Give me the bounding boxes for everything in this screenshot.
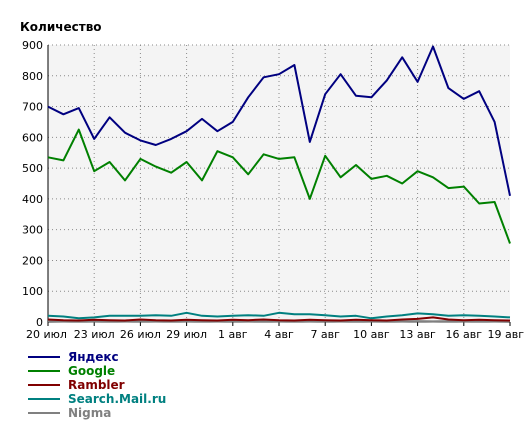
x-tick-label: 13 авг	[399, 328, 436, 341]
x-tick-label: 26 июл	[120, 328, 161, 341]
legend-label: Nigma	[68, 406, 111, 420]
legend-label: Google	[68, 364, 115, 378]
x-tick-label: 29 июл	[166, 328, 207, 341]
y-tick-label: 400	[22, 193, 43, 206]
plot-background	[48, 45, 510, 322]
x-tick-label: 19 авг	[488, 328, 525, 341]
y-tick-label: 600	[22, 131, 43, 144]
chart-title: Количество	[20, 20, 102, 34]
x-tick-label: 20 июл	[26, 328, 67, 341]
series-line-2	[47, 316, 511, 322]
y-tick-label: 200	[22, 254, 43, 267]
plot-area: 0 100 200 300 400 500 600 700 800 900 20 июл 23 июл…	[22, 39, 524, 341]
x-tick-label: 16 авг	[446, 328, 483, 341]
y-tick-label: 300	[22, 224, 43, 237]
series-line-1	[47, 128, 511, 244]
series-line-3	[47, 311, 511, 320]
x-tick-label: 10 авг	[353, 328, 390, 341]
x-tick-label: 1 авг	[218, 328, 248, 341]
legend-label: Яндекс	[68, 350, 119, 364]
series-line-0	[47, 45, 511, 197]
y-tick-label: 500	[22, 162, 43, 175]
y-tick-label: 700	[22, 101, 43, 114]
x-tick-label: 4 авг	[264, 328, 294, 341]
legend-label: Rambler	[68, 378, 125, 392]
y-tick-label: 900	[22, 39, 43, 52]
y-tick-label: 0	[36, 316, 43, 329]
legend-label: Search.Mail.ru	[68, 392, 166, 406]
x-tick-label: 23 июл	[74, 328, 115, 341]
x-tick-label: 7 авг	[310, 328, 340, 341]
y-tick-label: 800	[22, 70, 43, 83]
y-tick-label: 100	[22, 285, 43, 298]
